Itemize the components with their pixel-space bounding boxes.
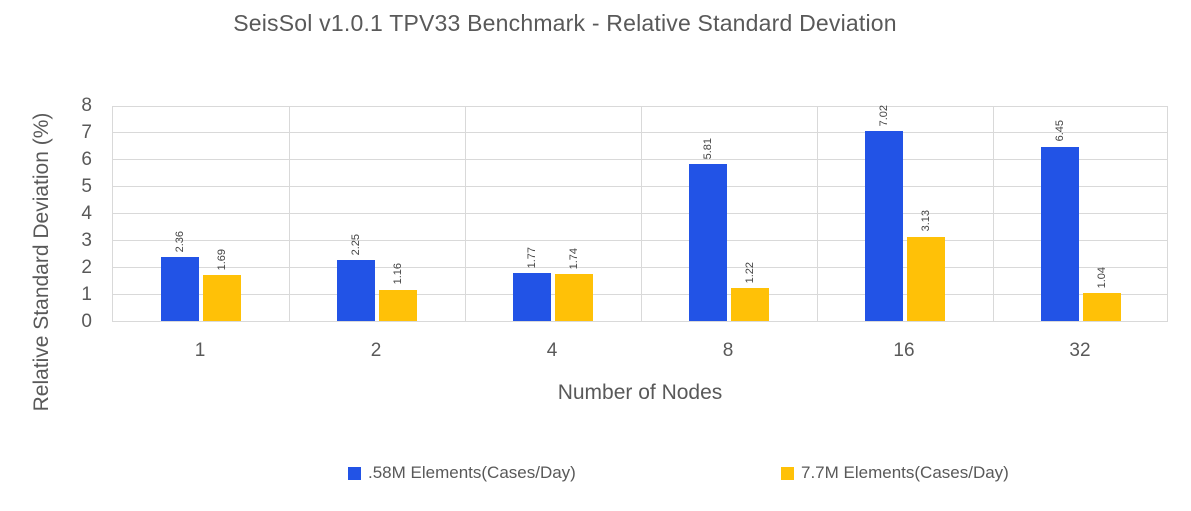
legend-label: .58M Elements(Cases/Day) (368, 463, 576, 482)
bar-blue-node-32 (1041, 146, 1079, 321)
y-axis-tick-label: 4 (81, 203, 92, 224)
gridline-horizontal (113, 239, 1167, 241)
x-axis-tick-label: 16 (893, 340, 915, 361)
bar-value-label: 3.13 (920, 210, 932, 232)
bar-value-label: 2.25 (350, 233, 362, 256)
y-axis-tick-label: 5 (81, 176, 92, 197)
bar-yellow-node-2 (379, 289, 417, 321)
legend-item-blue-series: .58M Elements(Cases/Day) (348, 462, 576, 484)
bar-value-label: 1.69 (216, 248, 228, 271)
y-axis-tick-label: 7 (81, 122, 92, 143)
bar-value-label: 1.04 (1096, 266, 1108, 288)
bar-yellow-node-4 (555, 274, 593, 321)
gridline-horizontal (113, 131, 1167, 133)
plot-area: 2.36 2.25 1.77 5.81 7.02 6.45 1.69 1.16 1.74 1.22… (112, 105, 1168, 322)
y-axis-tick-label: 2 (81, 257, 92, 278)
legend-item-yellow-series: 7.7M Elements(Cases/Day) (781, 462, 1009, 484)
bar-yellow-node-16 (907, 236, 945, 321)
gridline-vertical (640, 107, 642, 321)
bar-value-label: 1.16 (392, 263, 404, 285)
y-axis-tick-label: 6 (81, 149, 92, 170)
x-axis-tick-label: 4 (546, 340, 558, 361)
gridline-vertical (816, 107, 818, 321)
x-axis-tick-label: 8 (722, 340, 734, 361)
gridline-horizontal (113, 158, 1167, 160)
x-axis-tick-label: 32 (1069, 340, 1091, 361)
bar-blue-node-1 (161, 257, 199, 321)
bar-value-label: 1.77 (526, 246, 538, 269)
bar-yellow-node-1 (203, 275, 241, 321)
gridline-vertical (464, 107, 466, 321)
gridline-vertical (992, 107, 994, 321)
bar-blue-node-2 (337, 260, 375, 321)
bar-value-label: 6.45 (1054, 120, 1066, 142)
bar-value-label: 7.02 (878, 105, 890, 127)
bar-value-label: 5.81 (702, 137, 714, 160)
bar-value-label: 2.36 (174, 230, 186, 253)
legend-swatch-icon (781, 466, 794, 480)
bar-yellow-node-8 (731, 288, 769, 321)
gridline-vertical (288, 107, 290, 321)
gridline-horizontal (113, 185, 1167, 187)
x-axis-tick-label: 1 (194, 340, 206, 361)
y-axis-tick-label: 1 (81, 284, 92, 305)
y-axis-tick-label: 3 (81, 230, 92, 251)
legend-swatch-icon (348, 466, 361, 480)
gridline-horizontal (113, 212, 1167, 214)
bar-yellow-node-32 (1083, 292, 1121, 321)
y-axis-tick-label: 8 (81, 95, 92, 116)
legend-label: 7.7M Elements(Cases/Day) (801, 463, 1009, 482)
x-axis-tick-label: 2 (370, 340, 382, 361)
gridline-horizontal (113, 266, 1167, 268)
bar-blue-node-8 (689, 164, 727, 321)
x-axis-title: Number of Nodes (557, 381, 723, 404)
bar-blue-node-4 (513, 273, 551, 321)
chart-title: SeisSol v1.0.1 TPV33 Benchmark - Relativ… (233, 10, 897, 36)
y-axis-tick-label: 0 (81, 311, 92, 332)
bar-value-label: 1.22 (744, 261, 756, 284)
gridline-horizontal (113, 293, 1167, 295)
bar-blue-node-16 (865, 131, 903, 321)
bar-value-label: 1.74 (568, 247, 580, 270)
